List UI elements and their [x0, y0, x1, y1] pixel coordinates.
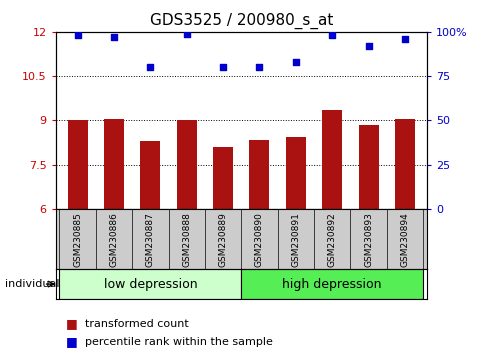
Point	[255, 64, 263, 70]
Bar	[358, 125, 378, 209]
Text: ■: ■	[65, 335, 77, 348]
Title: GDS3525 / 200980_s_at: GDS3525 / 200980_s_at	[149, 13, 333, 29]
Bar	[176, 120, 197, 209]
Point	[110, 34, 118, 40]
Text: ■: ■	[65, 318, 77, 330]
Text: GSM230890: GSM230890	[255, 212, 263, 267]
Text: GSM230892: GSM230892	[327, 212, 336, 267]
Text: GSM230889: GSM230889	[218, 212, 227, 267]
Bar	[212, 147, 233, 209]
Text: GSM230885: GSM230885	[73, 212, 82, 267]
Text: GSM230891: GSM230891	[291, 212, 300, 267]
Point	[291, 59, 299, 65]
Bar	[394, 119, 414, 209]
Point	[364, 43, 372, 49]
Bar	[321, 110, 342, 209]
Point	[219, 64, 227, 70]
Text: GSM230886: GSM230886	[109, 212, 118, 267]
Text: individual: individual	[5, 279, 59, 289]
Bar	[285, 137, 305, 209]
Text: transformed count: transformed count	[85, 319, 188, 329]
Bar	[241, 269, 422, 299]
Text: GSM230894: GSM230894	[400, 212, 408, 267]
Point	[400, 36, 408, 42]
Text: GSM230888: GSM230888	[182, 212, 191, 267]
Text: high depression: high depression	[282, 278, 381, 291]
Bar	[59, 269, 241, 299]
Text: low depression: low depression	[103, 278, 197, 291]
Text: GSM230893: GSM230893	[363, 212, 372, 267]
Point	[74, 33, 81, 38]
Bar	[249, 139, 269, 209]
Text: percentile rank within the sample: percentile rank within the sample	[85, 337, 272, 347]
Bar	[104, 119, 124, 209]
Point	[328, 33, 335, 38]
Bar	[140, 141, 160, 209]
Text: GSM230887: GSM230887	[146, 212, 154, 267]
Point	[182, 31, 190, 36]
Bar	[67, 120, 88, 209]
Point	[146, 64, 154, 70]
